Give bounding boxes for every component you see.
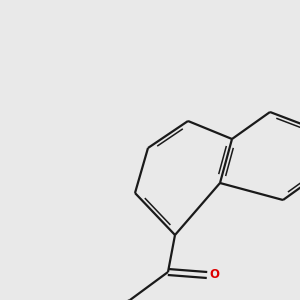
Text: O: O [209, 268, 220, 281]
